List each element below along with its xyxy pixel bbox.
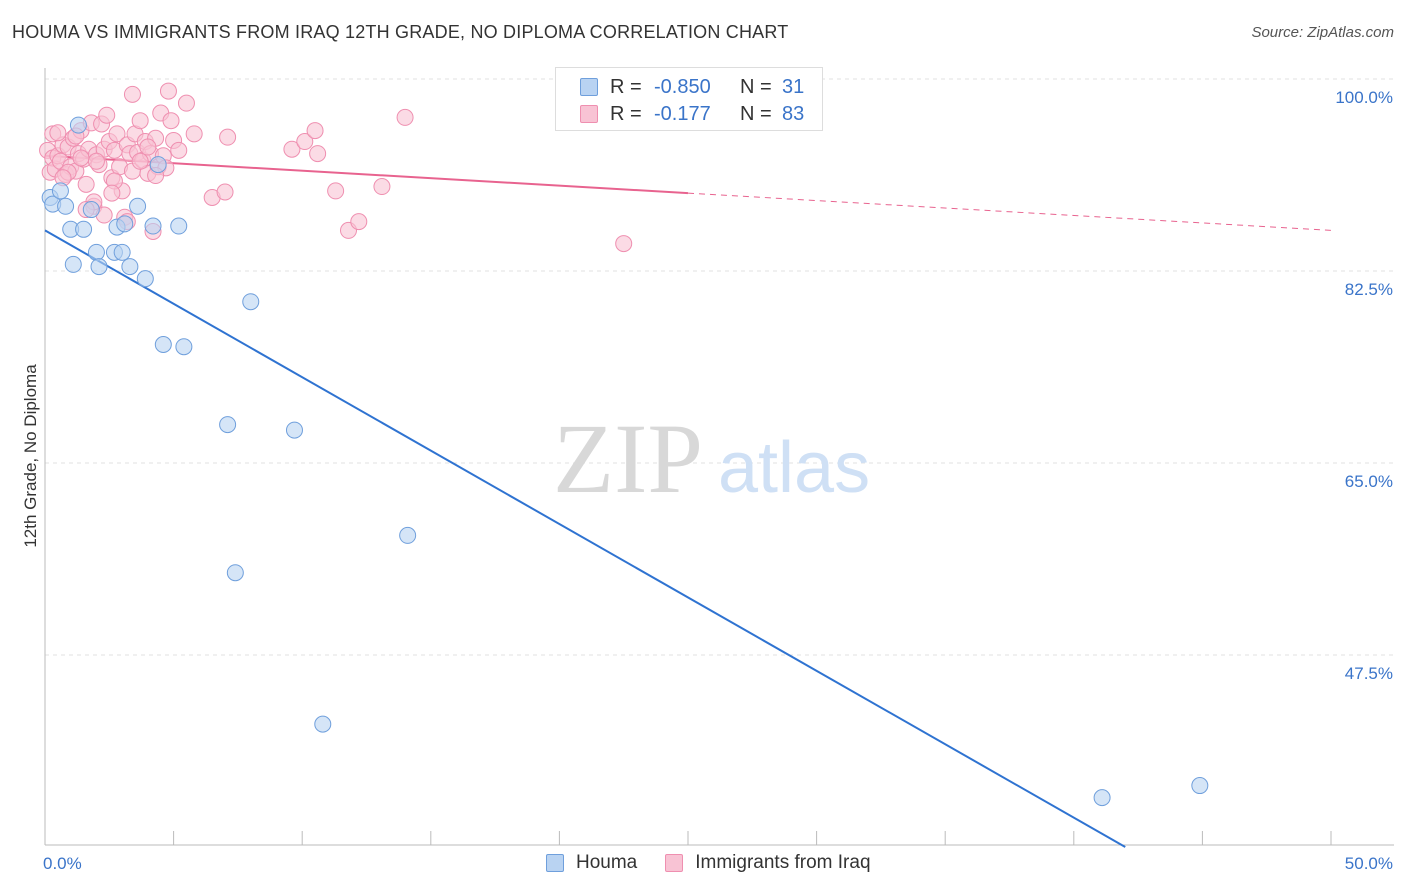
houma-point	[219, 416, 237, 434]
watermark: ZIP atlas	[553, 403, 870, 514]
axes	[44, 68, 1394, 846]
x-tick-label: 0.0%	[43, 854, 82, 873]
source-label: Source: ZipAtlas.com	[1251, 24, 1394, 41]
legend-label-iraq: Immigrants from Iraq	[695, 852, 871, 873]
iraq-point	[327, 182, 345, 200]
iraq-point	[615, 235, 633, 253]
r-label: R =	[610, 102, 642, 125]
houma-point	[314, 715, 332, 733]
houma-trend-line	[44, 229, 1126, 848]
houma-point	[51, 182, 69, 200]
iraq-point	[131, 112, 149, 130]
chart-title: HOUMA VS IMMIGRANTS FROM IRAQ 12TH GRADE…	[12, 22, 789, 42]
y-tick-label: 100.0%	[1335, 88, 1393, 107]
iraq-point	[123, 85, 141, 103]
y-tick-label: 65.0%	[1345, 472, 1393, 491]
tick-labels: 100.0% 82.5% 65.0% 47.5% 0.0% 50.0%	[43, 88, 1393, 873]
iraq-point	[131, 152, 149, 170]
iraq-point	[72, 149, 90, 167]
iraq-point	[373, 178, 391, 196]
houma-point	[1093, 789, 1111, 807]
iraq-point	[177, 94, 195, 112]
iraq-swatch	[665, 854, 684, 872]
stats-legend: R = -0.850 N = 31 R = -0.177 N = 83	[555, 67, 823, 131]
houma-point	[144, 217, 162, 235]
houma-swatch	[580, 78, 598, 96]
legend-label-houma: Houma	[576, 852, 638, 873]
iraq-point	[77, 175, 95, 193]
houma-point	[175, 338, 193, 356]
houma-swatch	[546, 854, 564, 872]
n-label: N =	[740, 75, 772, 98]
houma-point	[82, 201, 100, 219]
houma-point	[242, 293, 260, 311]
n-label: N =	[740, 102, 772, 125]
n-value: 31	[782, 75, 805, 98]
houma-point	[154, 336, 172, 354]
iraq-point	[216, 183, 234, 201]
houma-point	[121, 258, 139, 276]
y-tick-label: 82.5%	[1345, 280, 1393, 299]
houma-point	[116, 215, 134, 233]
houma-point	[87, 243, 105, 261]
iraq-point	[185, 125, 203, 143]
iraq-point	[98, 106, 116, 124]
x-tick-label: 50.0%	[1345, 854, 1393, 873]
legend-row-houma: R = -0.850 N = 31	[580, 74, 804, 100]
iraq-point	[103, 184, 121, 202]
iraq-point	[87, 152, 105, 170]
houma-point	[57, 197, 75, 215]
houma-point	[64, 255, 82, 273]
houma-point	[75, 220, 93, 238]
iraq-swatch	[580, 105, 598, 123]
series-legend: Houma Immigrants from Iraq	[546, 852, 899, 874]
iraq-point	[350, 213, 368, 231]
houma-point	[1191, 777, 1209, 795]
houma-point	[129, 197, 147, 215]
iraq-point	[306, 122, 324, 140]
n-value: 83	[782, 102, 805, 125]
iraq-point	[170, 141, 188, 159]
iraq-point	[139, 138, 157, 156]
legend-item-iraq[interactable]: Immigrants from Iraq	[665, 852, 871, 874]
watermark-zip: ZIP	[553, 403, 703, 514]
iraq-point	[159, 82, 177, 100]
legend-item-houma[interactable]: Houma	[546, 852, 637, 874]
houma-point	[113, 243, 131, 261]
houma-point	[285, 421, 303, 439]
watermark-atlas: atlas	[718, 428, 870, 508]
houma-point	[149, 156, 167, 174]
houma-point	[90, 258, 108, 276]
iraq-point	[49, 124, 67, 142]
iraq-point	[108, 125, 126, 143]
iraq-point	[296, 133, 314, 151]
iraq-point	[283, 140, 301, 158]
houma-point	[226, 564, 244, 582]
iraq-point	[309, 145, 327, 163]
scatter-points	[39, 82, 1209, 807]
houma-point	[69, 116, 87, 134]
gridlines	[45, 78, 1394, 656]
r-value: -0.177	[654, 102, 711, 125]
houma-point	[170, 217, 188, 235]
houma-point	[136, 270, 154, 288]
houma-point	[399, 526, 417, 544]
iraq-point	[162, 112, 180, 130]
y-tick-label: 47.5%	[1345, 664, 1393, 683]
r-value: -0.850	[654, 75, 711, 98]
y-axis-label: 12th Grade, No Diploma	[21, 364, 40, 548]
iraq-trend-line-extension	[687, 192, 1332, 231]
iraq-point	[219, 128, 237, 146]
legend-row-iraq: R = -0.177 N = 83	[580, 101, 804, 127]
r-label: R =	[610, 75, 642, 98]
iraq-point	[396, 108, 414, 126]
